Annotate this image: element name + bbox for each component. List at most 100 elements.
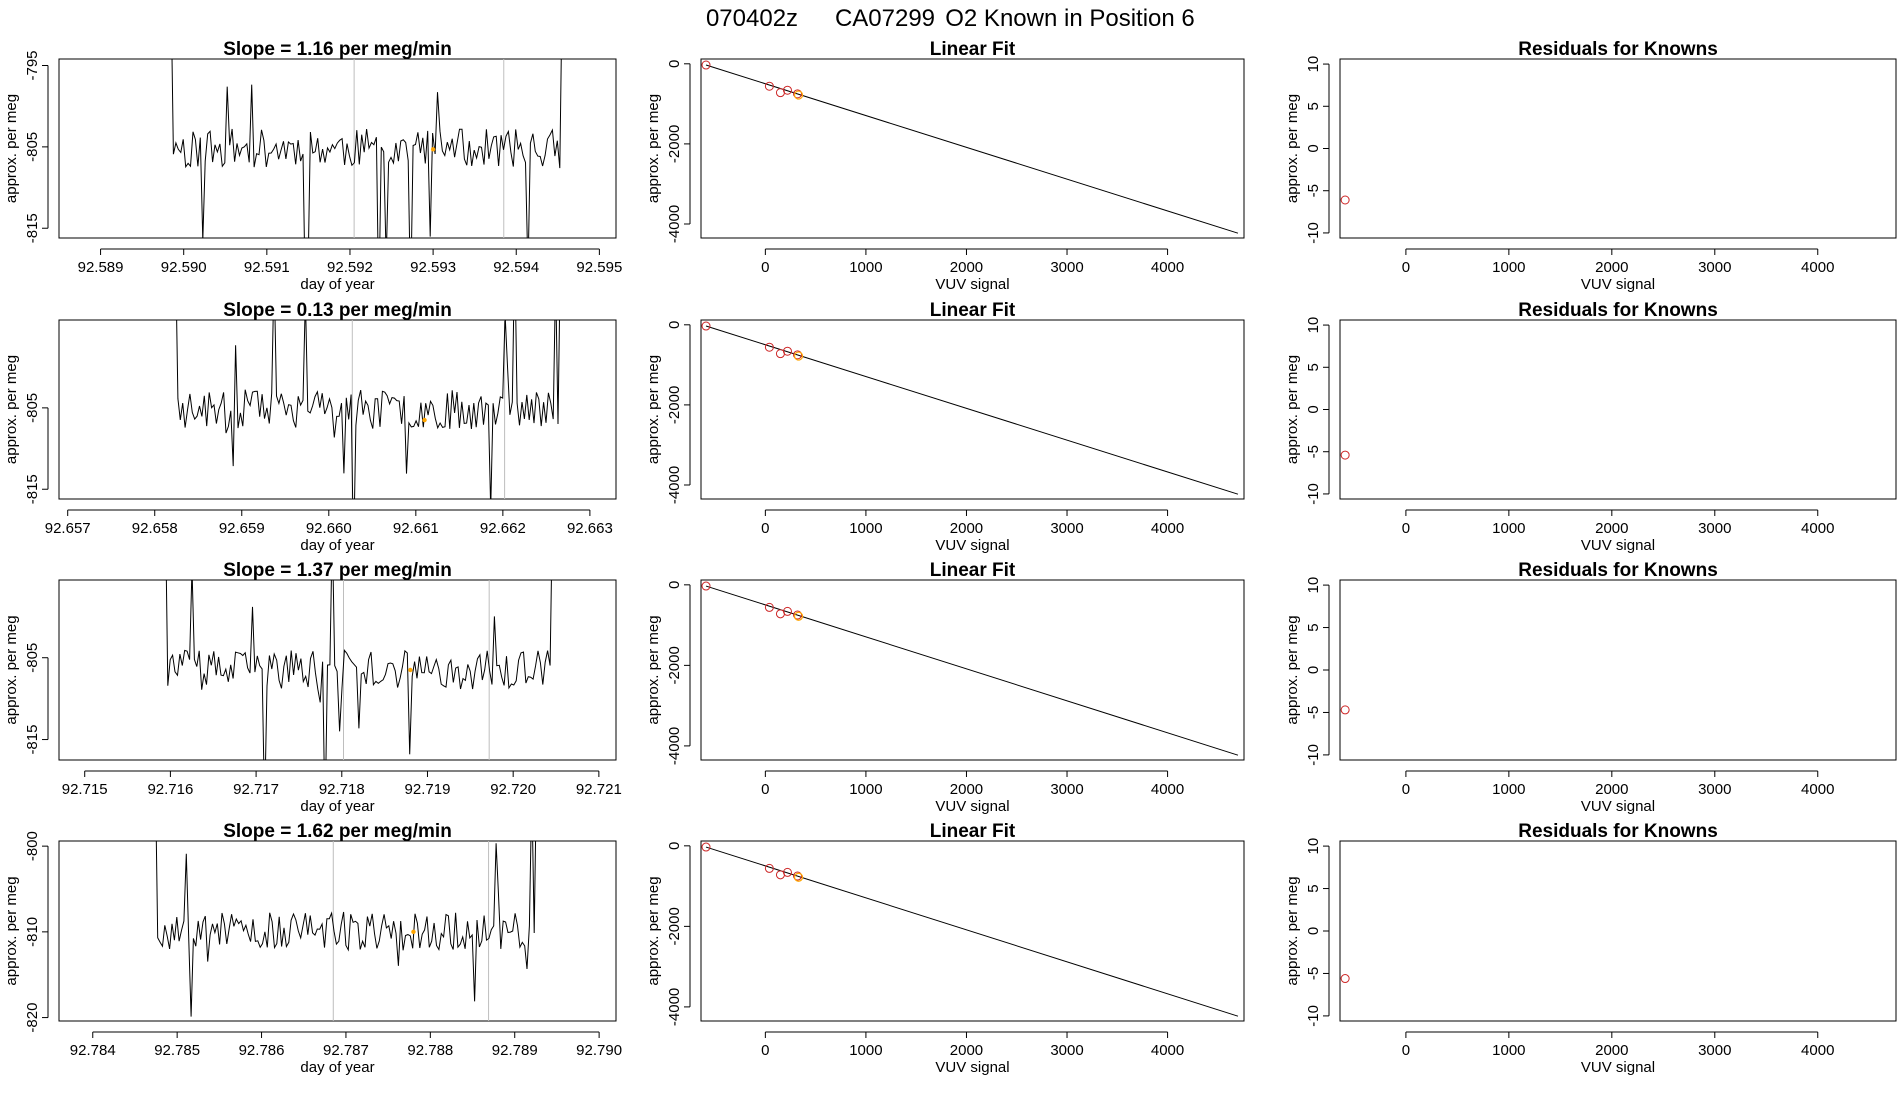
y-tick-label: 5: [1305, 884, 1322, 892]
x-tick-label: 92.591: [244, 259, 290, 276]
known-point: [764, 81, 774, 91]
y-axis-label: approx. per meg: [1284, 876, 1301, 985]
x-axis-label: VUV signal: [1581, 1059, 1655, 1076]
x-axis-label: day of year: [300, 276, 374, 293]
known-point: [1340, 705, 1350, 715]
x-tick-label: 2000: [950, 781, 983, 798]
x-tick-label: 2000: [1595, 1042, 1628, 1059]
x-tick-label: 92.721: [576, 781, 622, 798]
x-tick-label: 4000: [1151, 781, 1184, 798]
highlight-point: [793, 90, 804, 100]
known-point: [1340, 450, 1350, 460]
known-point: [793, 89, 803, 99]
y-tick-label: -800: [24, 831, 41, 861]
plot-area: [1340, 450, 1350, 460]
y-tick-label: 0: [1305, 144, 1322, 152]
y-tick-label: -805: [24, 643, 41, 673]
known-point: [782, 85, 792, 95]
x-tick-label: 4000: [1801, 1042, 1834, 1059]
plot-area: [165, 580, 552, 760]
panel-grid: Slope = 1.16 per meg/min 92.589 92.590 92.5…: [3, 39, 1897, 1076]
x-tick-label: 2000: [950, 259, 983, 276]
panel-residuals-1: Residuals for Knowns 0 1000 2000 3000 4000 VUV…: [1284, 39, 1897, 293]
y-tick-label: 10: [1305, 838, 1322, 855]
x-tick-label: 92.789: [492, 1042, 538, 1059]
plot-frame: [58, 58, 617, 239]
y-axis-label: approx. per meg: [1284, 615, 1301, 724]
signal-trace: [171, 59, 562, 238]
plot-frame: [1339, 58, 1897, 239]
x-tick-label: 0: [1402, 259, 1410, 276]
x-tick-label: 92.719: [405, 781, 451, 798]
x-tick-label: 3000: [1050, 259, 1083, 276]
highlight-point: [793, 872, 804, 882]
panel-time-series-2: Slope = 0.13 per meg/min 92.657 92.658 92.6…: [3, 300, 617, 554]
panel-title: Residuals for Knowns: [1518, 821, 1718, 842]
x-tick-label: 92.717: [233, 781, 279, 798]
panel-time-series-4: Slope = 1.62 per meg/min 92.784 92.785 92.7…: [3, 821, 622, 1076]
plot-frame: [58, 579, 617, 761]
y-axis-label: approx. per meg: [3, 876, 20, 985]
x-tick-label: 1000: [849, 259, 882, 276]
x-tick-label: 3000: [1050, 520, 1083, 537]
y-axis-label: approx. per meg: [645, 876, 662, 985]
y-axis-label: approx. per meg: [3, 615, 20, 724]
panel-residuals-2: Residuals for Knowns 0 1000 2000 3000 4000 VUV…: [1284, 300, 1897, 554]
panel-linear-fit-2: Linear Fit 0 1000 2000 3000 4000 VUV signal -40…: [645, 300, 1245, 554]
y-tick-label: 0: [1305, 666, 1322, 674]
x-tick-label: 0: [761, 781, 769, 798]
x-tick-label: 92.661: [393, 520, 439, 537]
y-axis-label: approx. per meg: [645, 355, 662, 464]
panel-title: Linear Fit: [930, 300, 1016, 321]
y-tick-label: -805: [24, 132, 41, 162]
figure-title-tank: CA07299: [835, 5, 935, 32]
x-tick-label: 3000: [1698, 781, 1731, 798]
known-point: [1340, 974, 1350, 984]
panel-title: Residuals for Knowns: [1518, 560, 1718, 581]
y-axis-label: approx. per meg: [1284, 355, 1301, 464]
panel-residuals-3: Residuals for Knowns 0 1000 2000 3000 4000 VUV…: [1284, 560, 1897, 815]
y-tick-label: 10: [1305, 577, 1322, 594]
x-tick-label: 3000: [1698, 259, 1731, 276]
x-tick-label: 2000: [950, 520, 983, 537]
plot-area: [701, 581, 1239, 756]
known-point: [764, 602, 774, 612]
highlight-point: [411, 929, 416, 935]
known-point: [764, 863, 774, 873]
x-tick-label: 92.593: [410, 259, 456, 276]
y-axis-label: approx. per meg: [3, 355, 20, 464]
x-axis-label: VUV signal: [935, 537, 1009, 554]
panel-time-series-3: Slope = 1.37 per meg/min 92.715 92.716 92.7…: [3, 560, 622, 815]
y-tick-label: 0: [666, 321, 683, 329]
y-tick-label: -2000: [666, 646, 683, 684]
x-axis-label: day of year: [300, 798, 374, 815]
fit-line: [705, 64, 1239, 234]
plot-frame: [700, 319, 1245, 500]
y-tick-label: -10: [1305, 744, 1322, 766]
known-point: [701, 321, 711, 331]
panel-linear-fit-4: Linear Fit 0 1000 2000 3000 4000 VUV signal -40…: [645, 821, 1245, 1076]
known-point: [793, 350, 803, 360]
known-point: [1340, 195, 1350, 205]
x-tick-label: 3000: [1050, 781, 1083, 798]
x-tick-label: 4000: [1801, 781, 1834, 798]
y-tick-label: -2000: [666, 907, 683, 945]
y-tick-label: 5: [1305, 102, 1322, 110]
known-point: [782, 606, 792, 616]
y-tick-label: -795: [24, 50, 41, 80]
known-point: [701, 60, 711, 70]
y-tick-label: 0: [666, 60, 683, 68]
known-point: [701, 581, 711, 591]
x-axis-label: VUV signal: [935, 798, 1009, 815]
fit-line: [705, 846, 1239, 1017]
x-axis-label: VUV signal: [1581, 276, 1655, 293]
x-tick-label: 92.785: [154, 1042, 200, 1059]
known-point: [793, 871, 803, 881]
y-tick-label: -815: [24, 725, 41, 755]
panel-title: Slope = 1.16 per meg/min: [223, 39, 452, 60]
plot-area: [1340, 974, 1350, 984]
y-tick-label: 0: [666, 842, 683, 850]
known-point: [793, 610, 803, 620]
plot-frame: [1339, 319, 1897, 500]
